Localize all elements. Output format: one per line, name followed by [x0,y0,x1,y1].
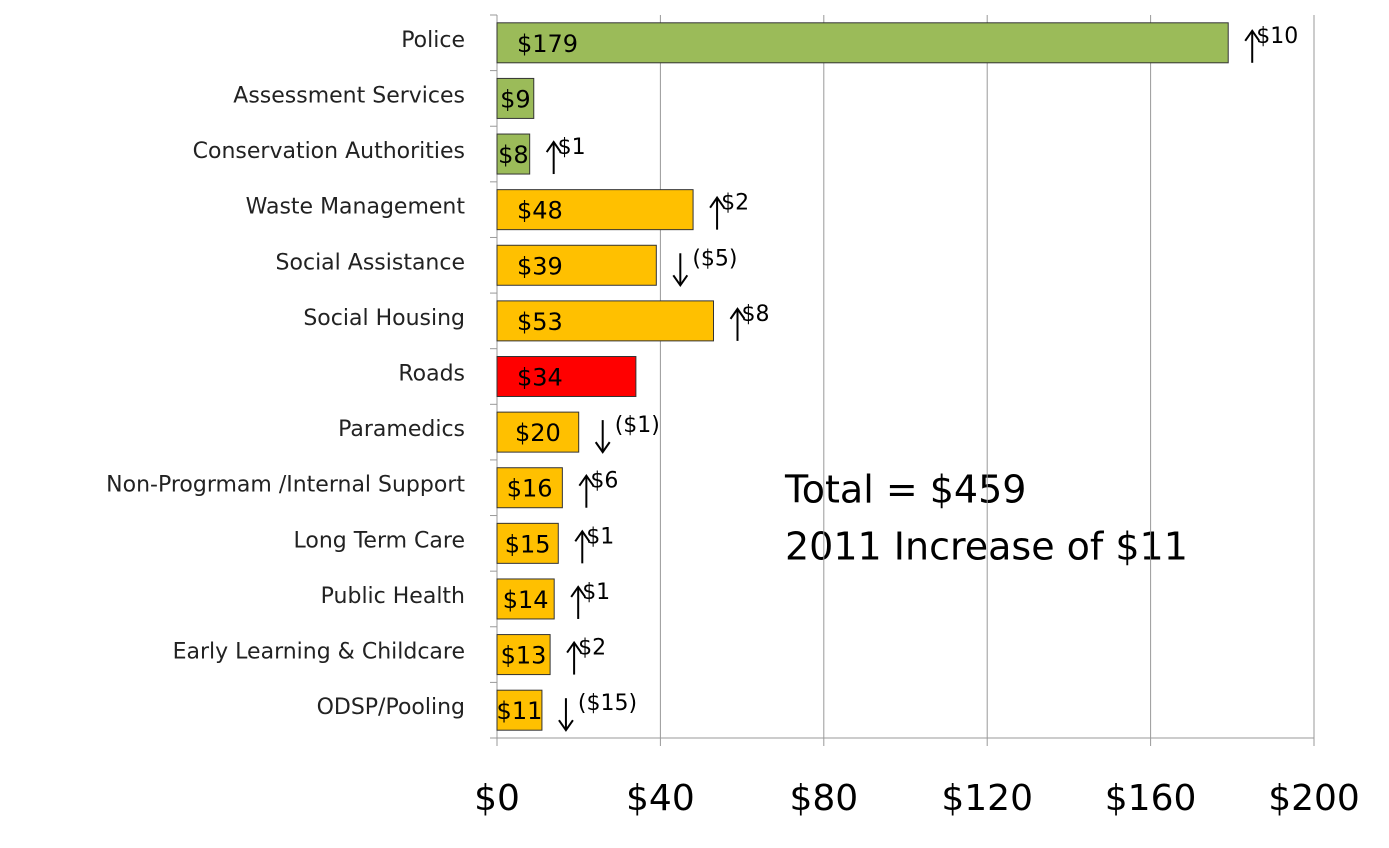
change-label: $1 [586,524,614,549]
y-tick-label: Early Learning & Childcare [173,640,465,665]
arrow-head [578,473,595,487]
x-tick-label: $160 [1105,778,1197,819]
x-tick-label: $120 [941,778,1033,819]
arrow-head [570,585,587,598]
annotation: 2011 Increase of $11 [785,525,1188,569]
arrow-head [594,441,611,454]
y-tick-label: Social Assistance [276,250,465,275]
bar [496,22,1229,64]
arrow-head [709,195,725,209]
y-tick-label: Public Health [321,584,465,609]
bar [496,300,715,342]
x-tick-label: $40 [626,778,695,819]
value-label: $8 [498,141,529,169]
change-label: $10 [1256,24,1298,49]
bar [496,578,555,620]
value-label: $53 [517,308,563,336]
change-label: $1 [582,580,610,605]
value-label: $39 [517,252,563,280]
y-tick-label: Roads [398,362,465,387]
bar [496,411,580,453]
bar [496,77,535,119]
change-label: ($5) [692,246,737,271]
value-label: $16 [507,475,553,503]
value-label: $14 [503,586,549,614]
y-tick-label: Paramedics [338,417,465,442]
arrow-head [574,529,591,542]
bar [496,634,551,676]
value-label: $9 [500,85,531,113]
change-label: ($1) [615,413,660,438]
change-label: $8 [742,302,770,327]
bar [496,133,531,175]
change-label: $1 [558,135,586,160]
change-label: $2 [721,191,749,216]
value-label: $11 [497,697,543,725]
bar [496,522,559,564]
arrow-head [545,140,562,153]
bar [496,356,637,397]
y-tick-label: Non-Progrmam /Internal Support [106,473,465,498]
value-label: $34 [517,364,563,392]
y-tick-label: Assessment Services [233,83,465,108]
x-tick-label: $80 [789,778,858,819]
value-label: $20 [515,419,561,447]
change-label: $2 [578,636,606,661]
y-tick-label: Social Housing [303,306,465,331]
value-label: $179 [517,30,578,58]
arrow-head [566,640,582,654]
arrow-head [1244,29,1261,42]
y-tick-label: ODSP/Pooling [317,695,465,720]
bar [496,189,694,231]
annotation: Total = $459 [784,468,1026,512]
bar [496,689,543,731]
change-label: $6 [590,469,618,494]
x-tick-label: $200 [1268,778,1360,819]
bar [496,244,657,286]
bar [496,467,563,509]
change-label: ($15) [578,691,637,716]
arrow-head [729,307,746,320]
y-tick-label: Conservation Authorities [193,139,465,164]
arrow-head [558,719,574,732]
y-tick-label: Waste Management [246,195,466,220]
value-label: $48 [517,197,563,225]
value-label: $15 [505,530,551,558]
x-tick-label: $0 [474,778,520,819]
arrow-head [672,274,689,288]
y-tick-label: Police [401,28,465,53]
y-tick-label: Long Term Care [294,528,466,553]
value-label: $13 [501,642,547,670]
